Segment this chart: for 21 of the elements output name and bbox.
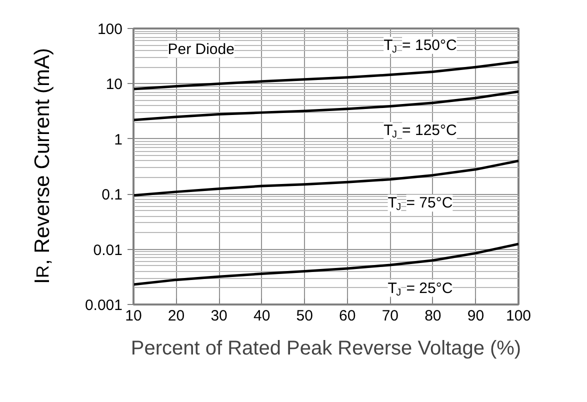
y-tick-label: 10 (106, 76, 123, 94)
y-tick-label: 0.1 (102, 186, 123, 204)
x-tick-label: 80 (424, 308, 442, 324)
x-tick-label: 10 (125, 308, 142, 324)
annotation: Per Diode (168, 40, 234, 58)
x-tick-label: 30 (210, 308, 228, 324)
x-tick-label: 20 (168, 308, 185, 324)
y-tick-label: 1 (114, 131, 122, 148)
x-axis-title: Percent of Rated Peak Reverse Voltage (%) (130, 338, 522, 360)
line-series (134, 90, 518, 122)
line-series (134, 160, 518, 197)
line-series (134, 60, 518, 90)
x-tick-label: 90 (467, 308, 484, 324)
x-tick-label: 40 (253, 308, 270, 324)
x-tick-label: 60 (339, 308, 356, 324)
y-tick-label: 100 (97, 21, 123, 38)
y-tick-label: 0.001 (84, 297, 123, 314)
x-tick-label: 50 (296, 308, 313, 324)
x-tick-label: 70 (382, 308, 399, 324)
y-tick-label: 0.01 (93, 242, 123, 259)
x-tick-label: 100 (506, 308, 532, 324)
